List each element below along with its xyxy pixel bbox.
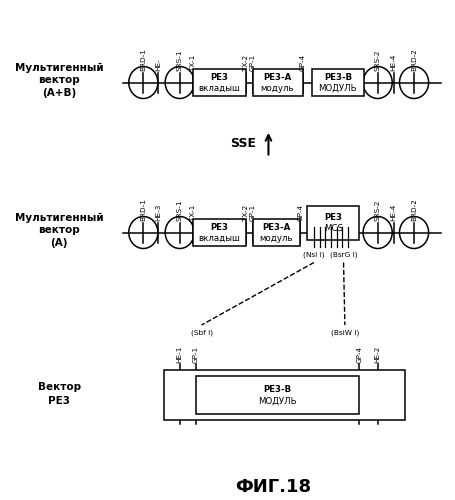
Text: GP-4: GP-4 [299, 54, 306, 71]
Text: HE-: HE- [155, 58, 162, 71]
Text: HE-2: HE-2 [374, 346, 381, 363]
Text: (Nsi I): (Nsi I) [303, 252, 325, 258]
Text: МОДУЛЬ: МОДУЛЬ [318, 84, 357, 93]
Text: SSE: SSE [230, 137, 257, 150]
Text: вектор: вектор [38, 75, 80, 85]
Text: модуль: модуль [261, 84, 294, 93]
Text: РЕ3: РЕ3 [211, 223, 228, 232]
Text: BRD-2: BRD-2 [411, 198, 417, 221]
Text: SRS-1: SRS-1 [177, 200, 183, 221]
Text: (BsiW I): (BsiW I) [331, 330, 359, 336]
Text: GP-4: GP-4 [356, 346, 363, 363]
Text: вкладыш: вкладыш [198, 84, 241, 93]
Text: вкладыш: вкладыш [198, 234, 241, 243]
Text: GP-1: GP-1 [249, 54, 256, 71]
Text: BRD-1: BRD-1 [140, 48, 147, 71]
Text: HE-3: HE-3 [155, 204, 162, 221]
Bar [193, 68, 246, 96]
Text: SRS-1: SRS-1 [177, 50, 183, 71]
Text: TX-1: TX-1 [190, 205, 197, 221]
Bar [193, 218, 246, 246]
Text: TX-2: TX-2 [243, 205, 249, 221]
Text: SRS-2: SRS-2 [374, 50, 381, 71]
Text: TX-2: TX-2 [243, 54, 249, 71]
Bar [164, 370, 405, 420]
Text: (А+В): (А+В) [42, 88, 76, 98]
Text: ФИГ.18: ФИГ.18 [235, 478, 311, 496]
Bar [307, 206, 359, 240]
Text: BRD-2: BRD-2 [411, 48, 417, 71]
Text: РЕ3-А: РЕ3-А [262, 223, 291, 232]
Text: РЕ3: РЕ3 [211, 73, 228, 82]
Text: HE-4: HE-4 [390, 204, 397, 221]
Text: SRS-2: SRS-2 [374, 200, 381, 221]
Text: РЕ3-B: РЕ3-B [263, 386, 292, 394]
Text: HE-1: HE-1 [177, 346, 183, 363]
Text: (BsrG I): (BsrG I) [330, 252, 357, 258]
Bar [253, 68, 303, 96]
Text: MCS: MCS [324, 224, 343, 233]
Text: МОДУЛЬ: МОДУЛЬ [258, 396, 297, 406]
Text: модуль: модуль [260, 234, 293, 243]
Text: (Sbf I): (Sbf I) [191, 330, 212, 336]
Text: РЕ3: РЕ3 [48, 396, 70, 406]
Text: Мультигенный: Мультигенный [15, 212, 103, 222]
Text: РЕ3-А: РЕ3-А [263, 73, 292, 82]
Bar [253, 218, 300, 246]
Text: РЕ3-B: РЕ3-B [324, 73, 352, 82]
Text: GP-1: GP-1 [249, 204, 256, 221]
Text: вектор: вектор [38, 225, 80, 235]
Text: (А): (А) [51, 238, 68, 248]
Text: TX-1: TX-1 [190, 54, 197, 71]
Text: Вектор: Вектор [38, 382, 81, 392]
Text: BRD-1: BRD-1 [140, 198, 147, 221]
Bar [196, 376, 359, 414]
Text: GP-1: GP-1 [192, 346, 199, 363]
Text: Мультигенный: Мультигенный [15, 62, 103, 72]
Text: HE-4: HE-4 [390, 54, 397, 71]
Text: GP-4: GP-4 [297, 204, 303, 221]
Text: РЕ3: РЕ3 [324, 213, 342, 222]
Bar [312, 68, 364, 96]
